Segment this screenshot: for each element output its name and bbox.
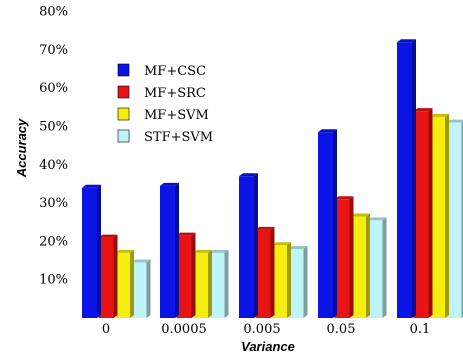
y-tick-label: 50% [39,120,68,135]
x-tick-label: 0 [102,322,110,337]
legend-label: MF+SVM [144,108,209,123]
y-tick-label: 70% [39,43,68,58]
x-tick-label: 0.05 [327,322,356,337]
bar [82,184,101,318]
legend-swatch [117,129,130,143]
bar [176,232,196,318]
bar [239,173,258,318]
bar [209,249,229,318]
x-tick-label: 0.005 [243,322,280,337]
x-tick-label: 0.0005 [161,322,207,337]
bars-group [82,39,463,319]
legend-swatch [117,107,130,121]
legend-label: MF+SRC [144,86,206,101]
bar [413,108,433,319]
y-tick-label: 10% [39,273,68,288]
legend-swatch [117,85,130,99]
bar [255,226,275,318]
bar [334,196,354,318]
y-tick-label: 40% [39,158,68,173]
y-tick-label: 20% [39,234,68,249]
bar [160,182,179,318]
bar [115,249,134,318]
y-tick-labels: 10% 20% 30% 40% 50% 60% 70% 80% [39,5,68,288]
legend-label: MF+CSC [144,64,206,79]
y-tick-label: 60% [39,81,68,96]
y-tick-label: 30% [39,196,68,211]
x-axis-title: Variance [241,339,295,354]
bar [351,213,370,318]
bar [430,113,449,318]
legend: MF+CSC MF+SRC MF+SVM STF+SVM [117,63,213,145]
bar [272,242,291,318]
bar [318,129,337,318]
bar [397,39,416,319]
bar [98,234,118,318]
bar [367,217,387,318]
legend-label: STF+SVM [144,130,213,145]
y-axis-title: Accuracy [14,118,29,178]
legend-swatch [117,63,130,77]
x-tick-labels: 0 0.0005 0.005 0.05 0.1 [102,322,430,337]
bar [131,259,151,318]
bar [193,249,212,318]
bar [288,246,308,318]
x-tick-label: 0.1 [410,322,431,337]
y-tick-label: 80% [39,5,68,20]
